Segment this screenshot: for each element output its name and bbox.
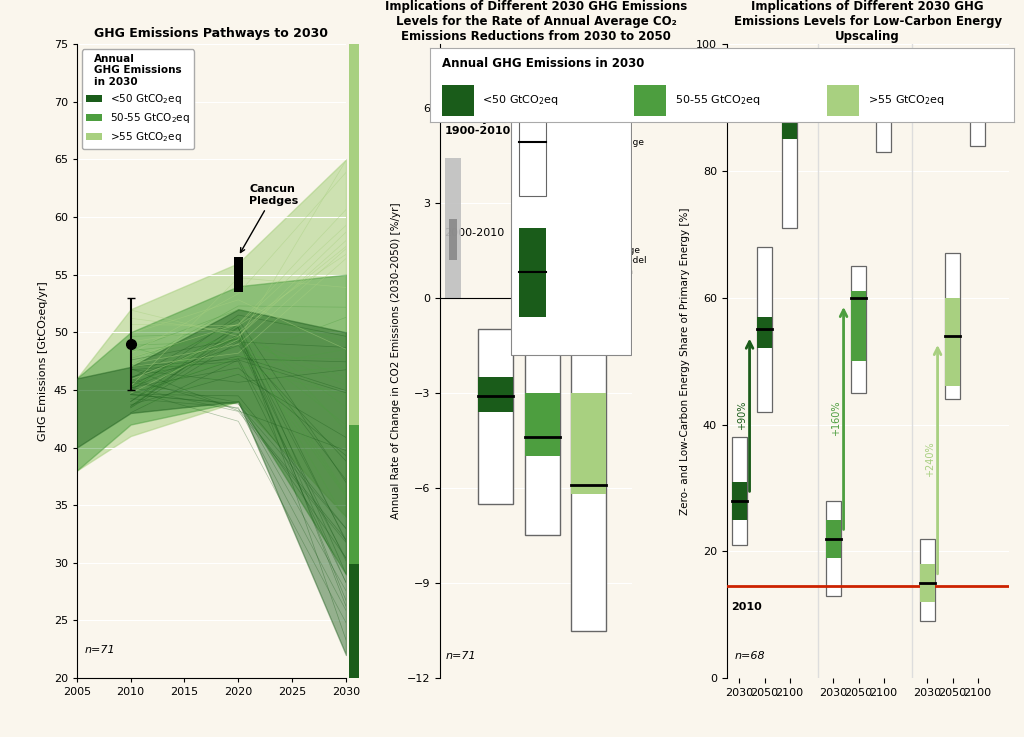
Text: n=71: n=71 [445, 651, 476, 661]
Bar [827, 85, 859, 116]
Y-axis label: Annual Rate of Change in CO2 Emissions (2030-2050) [%/yr]: Annual Rate of Change in CO2 Emissions (… [391, 203, 401, 520]
Text: <50 GtCO$_2$eq: <50 GtCO$_2$eq [482, 94, 559, 107]
Bar [571, 393, 606, 495]
Bar [441, 85, 474, 116]
Text: 2000-2010: 2000-2010 [444, 228, 505, 238]
Text: Cancun
Pledges: Cancun Pledges [241, 184, 298, 253]
Text: >55 GtCO$_2$eq: >55 GtCO$_2$eq [867, 94, 945, 107]
Bar [851, 266, 866, 393]
FancyBboxPatch shape [511, 63, 631, 354]
Bar [781, 95, 798, 139]
Text: Annual GHG Emissions in 2030: Annual GHG Emissions in 2030 [441, 57, 644, 70]
Y-axis label: GHG Emissions [GtCO₂eq/yr]: GHG Emissions [GtCO₂eq/yr] [38, 282, 48, 441]
Text: +240%: +240% [925, 441, 935, 477]
Bar [444, 158, 461, 298]
Bar [571, 314, 606, 630]
Text: History
1900-2010: History 1900-2010 [444, 114, 511, 136]
Text: 2010: 2010 [731, 602, 762, 612]
Y-axis label: Zero- and Low-Carbon Energy Share of Primary Energy [%]: Zero- and Low-Carbon Energy Share of Pri… [680, 207, 690, 515]
Bar [920, 539, 935, 621]
Text: AR5 Scenario Range: AR5 Scenario Range [552, 138, 644, 147]
FancyBboxPatch shape [519, 228, 546, 317]
Bar [876, 63, 892, 152]
Bar [449, 218, 457, 259]
Bar [970, 83, 985, 120]
Bar [945, 254, 961, 399]
Title: Implications of Different 2030 GHG Emissions
Levels for the Rate of Annual Avera: Implications of Different 2030 GHG Emiss… [385, 0, 687, 43]
Title: Implications of Different 2030 GHG
Emissions Levels for Low-Carbon Energy
Upscal: Implications of Different 2030 GHG Emiss… [733, 0, 1001, 43]
Title: GHG Emissions Pathways to 2030: GHG Emissions Pathways to 2030 [94, 27, 329, 41]
Text: Interquartile Range
and Median of Model
Comparisons with
2030 Targets: Interquartile Range and Median of Model … [552, 246, 646, 286]
Bar [634, 85, 667, 116]
Bar [851, 291, 866, 361]
Text: n=68: n=68 [735, 651, 766, 661]
Legend: <50 GtCO$_2$eq, 50-55 GtCO$_2$eq, >55 GtCO$_2$eq: <50 GtCO$_2$eq, 50-55 GtCO$_2$eq, >55 Gt… [82, 49, 195, 149]
Bar [920, 564, 935, 602]
Bar [825, 500, 842, 595]
Bar [945, 298, 961, 386]
Bar [478, 377, 513, 412]
Bar [825, 520, 842, 558]
Bar [234, 257, 243, 292]
Bar [478, 329, 513, 504]
Bar [970, 63, 985, 146]
Bar [524, 393, 560, 456]
Bar [731, 481, 748, 520]
Bar [876, 83, 892, 120]
Text: n=71: n=71 [85, 645, 116, 654]
Bar [524, 329, 560, 535]
Text: +90%: +90% [736, 400, 746, 430]
FancyBboxPatch shape [519, 88, 546, 196]
Bar [731, 437, 748, 545]
Bar [757, 247, 772, 412]
Text: 50-55 GtCO$_2$eq: 50-55 GtCO$_2$eq [675, 94, 761, 107]
Bar [781, 57, 798, 228]
Bar [757, 317, 772, 349]
Text: +160%: +160% [830, 400, 841, 436]
